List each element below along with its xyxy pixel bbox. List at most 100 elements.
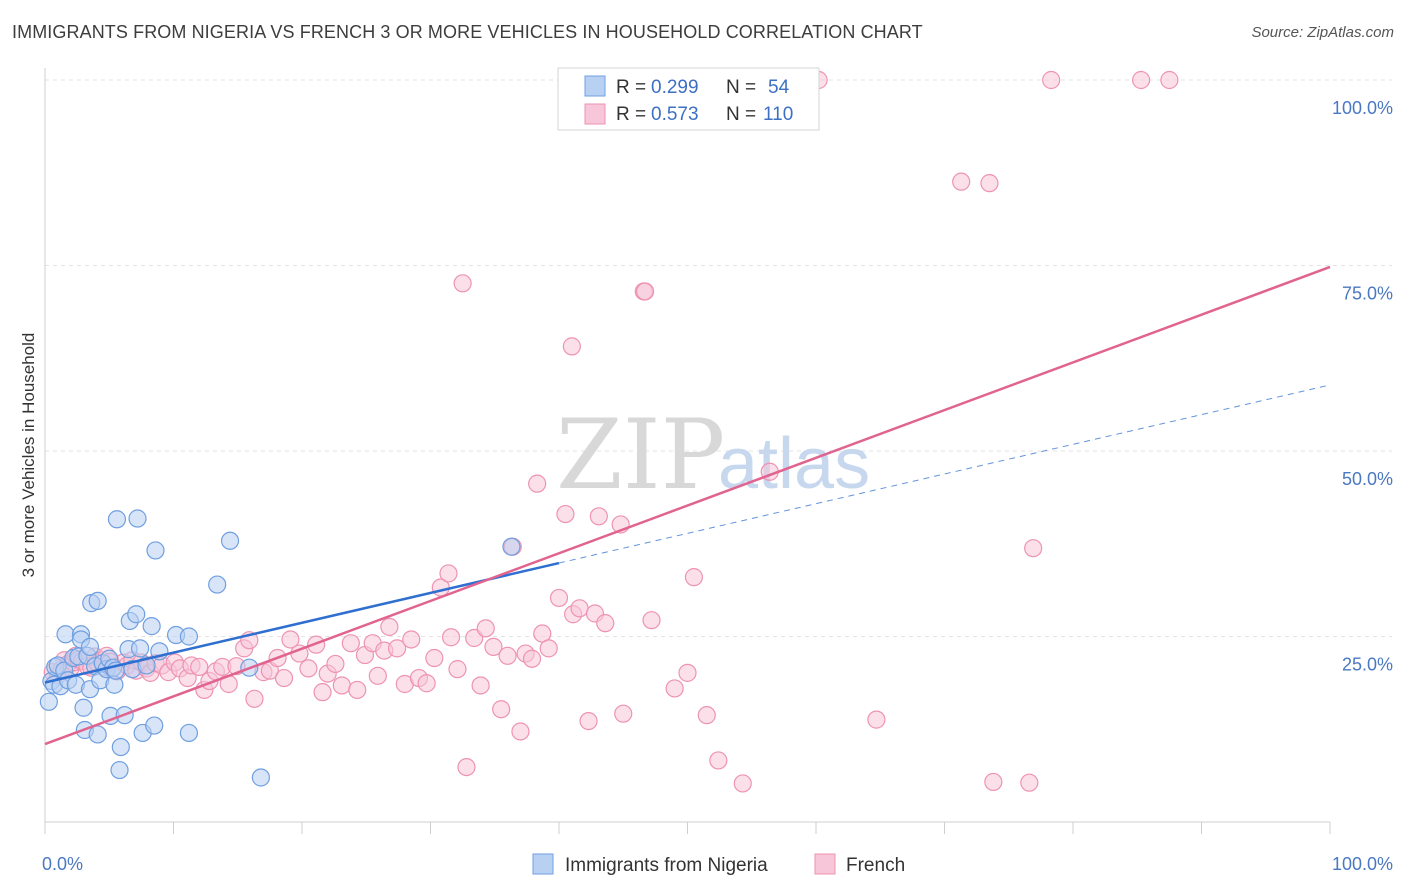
point-french-101 bbox=[665, 679, 684, 698]
gridlines bbox=[45, 79, 1392, 637]
point-french-87 bbox=[549, 588, 569, 608]
point-french-47 bbox=[281, 630, 300, 649]
point-nigeria-33 bbox=[111, 737, 130, 757]
point-french-66 bbox=[417, 674, 436, 693]
stats-n-value-nigeria: 54 bbox=[768, 77, 790, 98]
point-french-73 bbox=[457, 757, 476, 777]
point-french-62 bbox=[387, 639, 407, 658]
point-french-55 bbox=[341, 634, 360, 653]
point-nigeria-44 bbox=[145, 716, 164, 735]
point-nigeria-18 bbox=[80, 637, 100, 656]
trendline-french bbox=[44, 265, 1331, 746]
point-french-99 bbox=[635, 282, 655, 301]
point-french-51 bbox=[313, 683, 332, 702]
point-nigeria-40 bbox=[130, 639, 150, 658]
point-french-69 bbox=[439, 564, 458, 583]
point-french-46 bbox=[274, 668, 294, 688]
point-french-113 bbox=[1020, 773, 1039, 792]
stats-swatch-nigeria bbox=[584, 75, 606, 97]
stats-swatch-french bbox=[584, 103, 606, 125]
point-french-92 bbox=[579, 711, 598, 731]
point-nigeria-22 bbox=[88, 591, 107, 610]
point-nigeria-50 bbox=[208, 575, 227, 594]
trend-lines bbox=[44, 265, 1331, 746]
point-nigeria-14 bbox=[74, 698, 93, 717]
watermark: ZIP atlas bbox=[556, 399, 870, 511]
point-french-79 bbox=[498, 646, 517, 665]
stats-n-label-nigeria: N = bbox=[726, 77, 756, 98]
x-axis-ticks bbox=[44, 822, 1331, 834]
point-nigeria-32 bbox=[110, 760, 129, 780]
point-nigeria-51 bbox=[220, 531, 240, 550]
point-french-72 bbox=[453, 274, 472, 293]
legend-label-nigeria: Immigrants from Nigeria bbox=[565, 855, 768, 876]
point-french-95 bbox=[596, 614, 615, 633]
point-french-86 bbox=[539, 639, 558, 658]
point-french-77 bbox=[484, 637, 503, 656]
source-credit: Source: ZipAtlas.com bbox=[1251, 24, 1394, 41]
point-french-114 bbox=[1024, 539, 1043, 558]
y-tick-label-100: 100.0% bbox=[1332, 98, 1393, 118]
point-nigeria-45 bbox=[146, 541, 165, 560]
point-french-94 bbox=[589, 507, 608, 526]
point-nigeria-48 bbox=[179, 627, 199, 646]
nigeria-points bbox=[39, 509, 521, 787]
stats-r-value-nigeria: 0.299 bbox=[651, 77, 699, 98]
point-french-71 bbox=[448, 660, 467, 679]
y-tick-labels: 25.0% 50.0% 75.0% 100.0% bbox=[1332, 98, 1393, 675]
point-french-112 bbox=[984, 772, 1003, 792]
stats-r-value-french: 0.573 bbox=[651, 104, 699, 125]
point-nigeria-7 bbox=[56, 625, 75, 644]
y-tick-label-75: 75.0% bbox=[1342, 284, 1393, 304]
point-nigeria-39 bbox=[128, 509, 147, 528]
point-french-91 bbox=[570, 599, 589, 618]
stats-box: R = 0.299 N = 54 R = 0.573 N = 110 bbox=[557, 67, 820, 131]
point-french-56 bbox=[348, 680, 367, 700]
point-french-111 bbox=[980, 174, 999, 193]
stats-n-value-french: 110 bbox=[763, 104, 793, 125]
point-french-61 bbox=[380, 617, 399, 636]
point-nigeria-53 bbox=[251, 768, 270, 787]
point-french-84 bbox=[528, 474, 547, 493]
point-french-115 bbox=[1042, 70, 1061, 90]
point-french-103 bbox=[684, 568, 704, 587]
point-french-104 bbox=[697, 706, 716, 725]
point-french-70 bbox=[441, 628, 461, 647]
y-tick-label-25: 25.0% bbox=[1342, 655, 1393, 675]
point-french-42 bbox=[245, 689, 264, 708]
point-nigeria-42 bbox=[137, 656, 156, 675]
legend: Immigrants from Nigeria French bbox=[532, 853, 905, 876]
point-french-49 bbox=[299, 659, 318, 678]
point-french-59 bbox=[368, 666, 387, 685]
point-french-117 bbox=[1160, 70, 1179, 90]
x-tick-label-max: 100.0% bbox=[1332, 854, 1393, 874]
legend-label-french: French bbox=[846, 855, 905, 876]
chart-title: IMMIGRANTS FROM NIGERIA VS FRENCH 3 OR M… bbox=[12, 22, 923, 42]
point-nigeria-43 bbox=[142, 617, 161, 636]
point-french-109 bbox=[867, 710, 886, 729]
legend-swatch-french bbox=[814, 853, 836, 875]
point-nigeria-49 bbox=[179, 723, 199, 743]
point-nigeria-38 bbox=[127, 605, 146, 624]
point-french-53 bbox=[326, 654, 345, 674]
point-french-75 bbox=[471, 676, 490, 695]
watermark-atlas: atlas bbox=[718, 424, 870, 504]
trendline-nigeria bbox=[44, 561, 560, 684]
stats-r-label-nigeria: R = bbox=[616, 77, 646, 98]
x-tick-label-min: 0.0% bbox=[42, 854, 83, 874]
point-french-102 bbox=[678, 663, 697, 682]
point-french-54 bbox=[332, 676, 351, 695]
point-french-89 bbox=[562, 337, 581, 356]
point-french-81 bbox=[511, 722, 530, 741]
point-french-78 bbox=[492, 700, 511, 719]
point-french-105 bbox=[709, 751, 728, 770]
point-nigeria-31 bbox=[107, 510, 127, 529]
stats-n-label-french: N = bbox=[726, 104, 756, 125]
point-french-100 bbox=[642, 611, 661, 630]
y-tick-label-50: 50.0% bbox=[1342, 469, 1393, 489]
point-french-83 bbox=[522, 649, 542, 668]
point-french-106 bbox=[733, 774, 752, 793]
point-nigeria-54 bbox=[502, 537, 521, 556]
watermark-zip: ZIP bbox=[556, 399, 725, 511]
